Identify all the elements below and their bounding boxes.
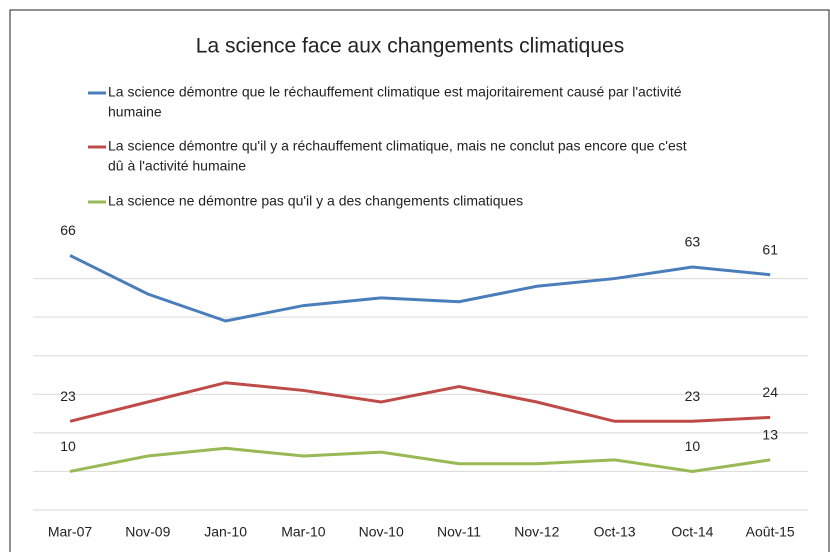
- x-tick-label: Nov-11: [437, 524, 481, 540]
- data-label: 23: [685, 388, 701, 404]
- x-tick-label: Nov-10: [359, 524, 404, 540]
- data-label: 63: [685, 234, 701, 250]
- series-line: [69, 254, 771, 323]
- legend-label: dû à l'activité humaine: [108, 158, 246, 174]
- series-line: [69, 381, 771, 423]
- x-tick-label: Oct-14: [671, 524, 713, 540]
- legend-label: La science démontre que le réchauffement…: [108, 84, 682, 100]
- data-label: 13: [762, 427, 778, 443]
- chart-title: La science face aux changements climatiq…: [196, 35, 624, 58]
- legend-label: La science démontre qu'il y a réchauffem…: [108, 138, 687, 154]
- x-tick-label: Nov-12: [514, 524, 559, 540]
- x-tick-label: Août-15: [746, 524, 795, 540]
- x-tick-label: Jan-10: [204, 524, 247, 540]
- x-tick-label: Oct-13: [594, 524, 636, 540]
- data-label: 24: [762, 384, 778, 400]
- x-tick-label: Mar-07: [48, 524, 93, 540]
- data-label: 10: [60, 438, 76, 454]
- series-line: [69, 446, 771, 473]
- chart-frame: [9, 9, 830, 557]
- x-tick-label: Nov-09: [125, 524, 170, 540]
- data-label: 10: [685, 438, 701, 454]
- data-label: 66: [60, 222, 76, 238]
- x-tick-label: Mar-10: [281, 524, 326, 540]
- legend-label: humaine: [108, 104, 162, 120]
- data-label: 61: [762, 241, 778, 257]
- legend-label: La science ne démontre pas qu'il y a des…: [108, 193, 523, 209]
- data-label: 23: [60, 388, 76, 404]
